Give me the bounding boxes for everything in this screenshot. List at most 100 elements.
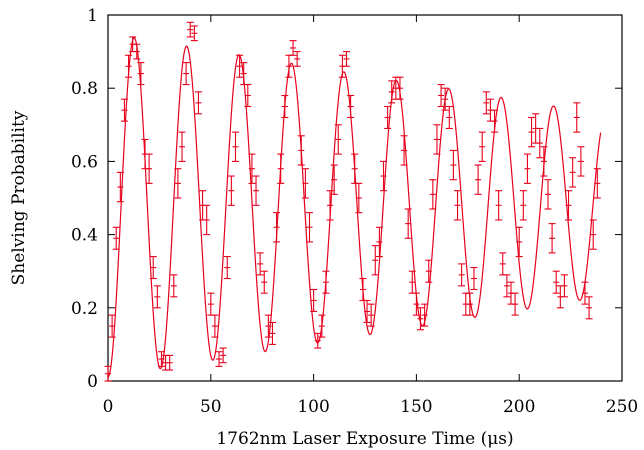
tick-labels: 0 50 100 150 200 250 0 0.2 0.4 0.6 0.8 1: [71, 6, 638, 417]
data-point: [149, 256, 157, 280]
data-point: [314, 332, 322, 349]
data-point: [375, 226, 383, 258]
data-point: [523, 153, 531, 184]
data-point: [268, 321, 276, 345]
data-point: [499, 252, 507, 276]
data-point: [273, 212, 281, 243]
x-tick-label: 50: [200, 397, 222, 417]
data-point: [528, 116, 536, 148]
data-point: [470, 266, 478, 291]
data-point: [125, 54, 133, 78]
data-point: [474, 164, 482, 195]
x-tick-label: 100: [297, 397, 329, 417]
data-point: [293, 51, 301, 67]
data-point: [355, 182, 363, 214]
data-point: [548, 223, 556, 254]
data-point: [285, 54, 293, 78]
data-point: [540, 146, 548, 177]
data-point: [565, 190, 573, 221]
data-point: [182, 62, 190, 86]
data-point: [190, 25, 198, 42]
data-point: [396, 76, 404, 100]
data-point: [137, 62, 145, 86]
y-tick-label: 0: [87, 372, 98, 392]
data-point: [425, 259, 433, 283]
data-point: [289, 40, 297, 56]
fit-curve-group: [107, 36, 602, 378]
fit-curve: [107, 36, 602, 378]
data-point: [429, 179, 437, 210]
data-point: [297, 135, 305, 166]
x-axis-label: 1762nm Laser Exposure Time (μs): [216, 429, 513, 449]
data-point: [116, 171, 124, 203]
y-tick-label: 1: [87, 6, 98, 26]
data-point: [441, 87, 449, 111]
data-point: [174, 168, 182, 199]
data-point: [330, 164, 338, 195]
data-point: [515, 226, 523, 258]
data-point: [417, 307, 425, 331]
data-point: [215, 351, 223, 367]
data-point: [256, 252, 264, 276]
data-point: [170, 274, 178, 298]
data-points-group: [104, 21, 601, 382]
data-point: [371, 245, 379, 276]
data-point: [544, 179, 552, 210]
data-point: [194, 91, 202, 115]
data-point: [351, 153, 359, 184]
data-point: [569, 157, 577, 188]
data-point: [186, 21, 194, 38]
data-point: [231, 131, 239, 162]
data-point: [359, 277, 367, 302]
data-point: [491, 109, 499, 133]
x-tick-label: 200: [503, 397, 535, 417]
data-point: [519, 190, 527, 221]
y-tick-label: 0.2: [71, 299, 98, 319]
data-point: [178, 131, 186, 162]
data-point: [445, 105, 453, 130]
data-point: [589, 219, 597, 250]
data-point: [573, 102, 581, 133]
y-tick-label: 0.4: [71, 226, 98, 246]
data-point: [458, 263, 466, 287]
data-point: [437, 83, 445, 108]
data-point: [449, 149, 457, 181]
data-point: [593, 168, 601, 199]
data-point: [454, 190, 462, 221]
data-point: [478, 131, 486, 162]
data-point: [145, 153, 153, 184]
data-point: [203, 204, 211, 236]
data-point: [166, 354, 174, 371]
data-point: [207, 292, 215, 316]
data-point: [380, 160, 388, 192]
data-point: [388, 80, 396, 104]
data-point: [112, 226, 120, 250]
data-point: [433, 124, 441, 155]
data-point: [536, 127, 544, 159]
data-point: [363, 299, 371, 323]
y-axis-label: Shelving Probability: [9, 110, 29, 285]
data-point: [277, 153, 285, 184]
data-point: [104, 365, 112, 382]
data-point: [421, 303, 429, 327]
x-tick-label: 0: [103, 397, 114, 417]
data-point: [511, 292, 519, 316]
data-point: [264, 314, 272, 338]
data-point: [466, 292, 474, 316]
data-point: [281, 94, 289, 119]
x-tick-label: 150: [400, 397, 432, 417]
data-point: [108, 314, 116, 338]
data-point: [585, 296, 593, 320]
data-point: [367, 303, 375, 327]
data-point: [223, 256, 231, 280]
data-point: [560, 274, 568, 298]
data-point: [133, 43, 141, 60]
data-point: [342, 51, 350, 67]
data-point: [552, 270, 560, 294]
y-tick-label: 0.6: [71, 152, 98, 172]
data-point: [120, 98, 128, 122]
data-point: [347, 94, 355, 119]
data-point: [318, 314, 326, 338]
data-point: [577, 146, 585, 177]
